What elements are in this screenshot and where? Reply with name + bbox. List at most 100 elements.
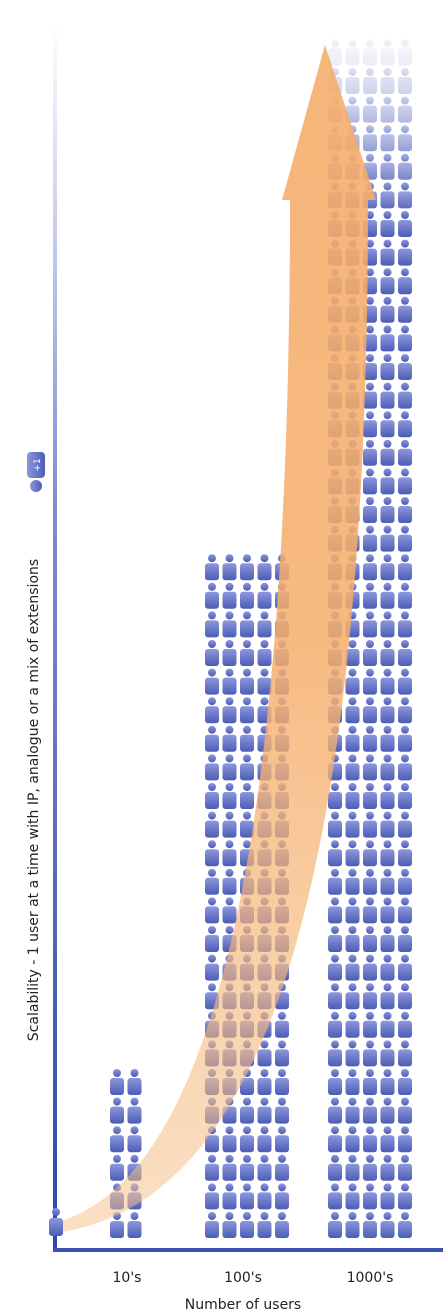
user-icon	[328, 783, 342, 809]
user-icon	[363, 954, 377, 981]
user-icon	[363, 926, 377, 952]
user-icon	[363, 725, 377, 752]
user-icon	[127, 1126, 142, 1153]
user-icon	[240, 668, 254, 695]
user-icon	[345, 840, 360, 867]
user-icon	[398, 582, 412, 609]
user-icon	[345, 697, 360, 724]
user-icon	[257, 1069, 272, 1095]
x-axis-label: Number of users	[185, 1297, 301, 1313]
user-icon	[222, 697, 237, 724]
user-icon	[240, 640, 254, 666]
user-icon	[328, 926, 342, 952]
user-icon	[363, 325, 377, 352]
user-icon	[363, 897, 377, 924]
user-icon	[398, 1069, 412, 1095]
user-icon	[363, 1212, 377, 1238]
user-icon	[380, 1126, 395, 1153]
user-icon	[363, 497, 377, 523]
user-icon	[398, 68, 412, 94]
user-icon	[328, 840, 342, 867]
user-icon	[398, 239, 412, 266]
user-icon	[205, 640, 219, 666]
user-icon	[363, 640, 377, 666]
user-icon	[205, 926, 219, 952]
user-icon	[380, 897, 395, 924]
user-icon	[205, 840, 219, 867]
user-icon	[275, 1212, 289, 1238]
user-icon	[363, 525, 377, 552]
user-icon	[240, 554, 254, 581]
user-icon	[205, 811, 219, 838]
user-icon	[380, 382, 395, 409]
user-icon	[398, 725, 412, 752]
user-icon	[398, 1212, 412, 1238]
user-icon	[380, 354, 395, 380]
x-category-label: 10's	[113, 1270, 142, 1286]
user-icon	[275, 1126, 289, 1153]
user-icon	[363, 382, 377, 409]
user-icon	[328, 1097, 342, 1124]
user-icon	[222, 754, 237, 781]
user-icon	[127, 1069, 142, 1095]
user-icon	[205, 897, 219, 924]
user-icon	[345, 783, 360, 809]
user-icon	[398, 382, 412, 409]
user-icon	[328, 897, 342, 924]
user-icon	[257, 1126, 272, 1153]
user-icon	[222, 554, 237, 581]
user-icon	[205, 554, 219, 581]
user-icon	[275, 1069, 289, 1095]
user-icon	[110, 1154, 124, 1181]
user-icon	[398, 897, 412, 924]
user-icon	[222, 868, 237, 895]
user-icon	[380, 1040, 395, 1067]
user-icon	[222, 811, 237, 838]
user-icon	[380, 411, 395, 438]
user-icon	[380, 1183, 395, 1210]
user-icon	[205, 1154, 219, 1181]
user-icon	[275, 1011, 289, 1038]
y-axis	[53, 20, 57, 1252]
user-icon	[398, 554, 412, 581]
user-icon	[240, 783, 254, 809]
user-icon	[398, 268, 412, 295]
user-icon	[345, 983, 360, 1010]
icon-badge: +1	[33, 458, 43, 471]
user-icon	[110, 1097, 124, 1124]
user-icon	[205, 611, 219, 638]
user-icon	[205, 1183, 219, 1210]
user-icon	[205, 868, 219, 895]
user-icon	[380, 868, 395, 895]
user-icon	[398, 1040, 412, 1067]
user-icon	[380, 1069, 395, 1095]
user-icon	[110, 1069, 124, 1095]
user-icon	[363, 868, 377, 895]
user-icon	[380, 1097, 395, 1124]
user-icon	[380, 554, 395, 581]
user-icon	[398, 153, 412, 180]
user-icon	[363, 439, 377, 466]
user-icon	[363, 1154, 377, 1181]
user-icon	[345, 897, 360, 924]
user-icon	[275, 1097, 289, 1124]
user-icon	[205, 954, 219, 981]
user-icon	[398, 840, 412, 867]
user-icon	[257, 1040, 272, 1067]
user-icon	[345, 725, 360, 752]
user-icon	[398, 468, 412, 495]
user-icon	[328, 954, 342, 981]
user-icon	[257, 582, 272, 609]
user-icon	[380, 640, 395, 666]
user-icon	[398, 411, 412, 438]
user-icon	[363, 1126, 377, 1153]
user-icon	[398, 1183, 412, 1210]
user-icon	[363, 840, 377, 867]
user-icon	[398, 296, 412, 323]
user-icon	[205, 697, 219, 724]
user-icon	[398, 497, 412, 523]
user-icon	[345, 640, 360, 666]
user-icon	[363, 1097, 377, 1124]
y-axis-label: Scalability - 1 user at a time with IP, …	[26, 559, 42, 1041]
user-icon	[363, 811, 377, 838]
